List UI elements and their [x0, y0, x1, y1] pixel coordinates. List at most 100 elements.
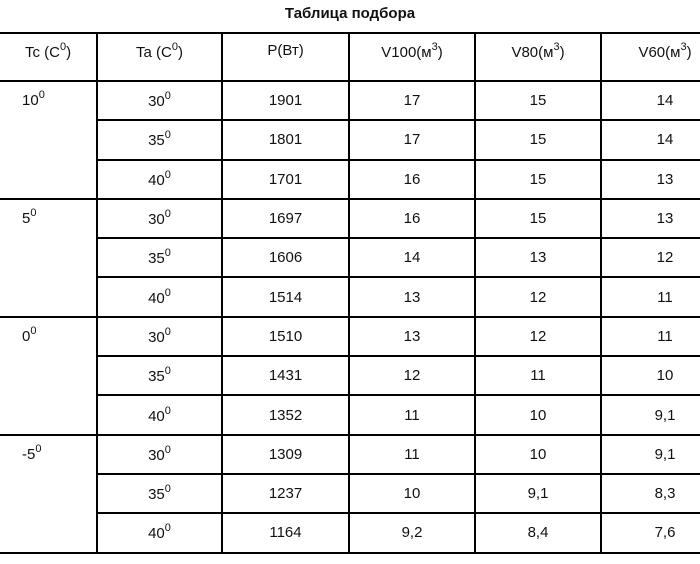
cell-value: 12 [529, 327, 547, 345]
tc-value: -5 [22, 445, 36, 463]
degree-superscript: 0 [164, 522, 171, 535]
table-row: 400 1701 16 15 13 [0, 158, 700, 200]
cell-value: 17 [403, 131, 421, 149]
cell-value: 8,3 [654, 485, 676, 503]
cell-value: 1352 [268, 406, 303, 424]
value-cell: 14 [600, 119, 700, 161]
cell-value: 1309 [268, 445, 303, 463]
value-cell: 1352 [221, 394, 350, 436]
cell-value: 1901 [268, 92, 303, 110]
cell-value: 12 [403, 367, 421, 385]
ta-cell: 350 [96, 355, 223, 397]
header-text: Ta (C [136, 44, 172, 61]
cell-value: 35 [148, 250, 165, 268]
value-cell: 12 [600, 237, 700, 279]
degree-superscript: 0 [38, 89, 45, 101]
cell-value: 30 [148, 211, 165, 229]
table-row: -50 300 1309 11 10 9,1 [0, 433, 700, 554]
value-cell: 11 [348, 433, 476, 475]
cell-value: 35 [148, 486, 165, 504]
header-row: Tc (C0) Ta (C0) P(Вт) V100(м3) V80(м3) V60(м3… [0, 32, 700, 82]
header-superscript: 0 [171, 41, 178, 53]
cell-value: 11 [530, 367, 546, 385]
value-cell: 13 [600, 158, 700, 200]
cell-value: 12 [529, 288, 547, 306]
cell-value: 9,1 [654, 406, 676, 424]
degree-superscript: 0 [164, 90, 171, 103]
header-superscript: 3 [431, 41, 438, 53]
table-row: 400 1164 9,2 8,4 7,6 [0, 512, 700, 554]
cell-value: 11 [404, 445, 420, 463]
table-row: 00 300 1510 13 12 11 [0, 315, 700, 436]
cell-value: 13 [656, 170, 674, 188]
value-cell: 16 [348, 158, 476, 200]
cell-value: 30 [148, 93, 165, 111]
cell-value: 1606 [268, 249, 303, 267]
header-tail: ) [437, 44, 443, 61]
cell-value: 16 [403, 210, 421, 228]
value-cell: 11 [600, 276, 700, 318]
degree-superscript: 0 [164, 208, 171, 221]
ta-cell: 300 [96, 315, 223, 358]
value-cell: 8,3 [600, 472, 700, 515]
cell-value: 1431 [268, 367, 303, 385]
value-cell: 10 [474, 433, 602, 475]
ta-cell: 300 [96, 433, 223, 475]
cell-value: 11 [657, 327, 673, 345]
column-header: P(Вт) [221, 32, 350, 82]
cell-value: 14 [403, 249, 421, 267]
cell-value: 15 [529, 210, 547, 228]
header-text: V80(м [511, 44, 554, 61]
degree-superscript: 0 [35, 442, 42, 455]
cell-value: 9,1 [527, 485, 549, 503]
cell-value: 13 [403, 288, 421, 306]
value-cell: 13 [348, 276, 476, 318]
value-cell: 13 [348, 315, 476, 358]
cell-value: 10 [529, 406, 547, 424]
value-cell: 10 [348, 472, 476, 515]
tc-cell: 50 [0, 197, 98, 318]
value-cell: 1801 [221, 119, 350, 161]
table-row: 350 1237 10 9,1 8,3 [0, 472, 700, 515]
cell-value: 1697 [268, 210, 303, 228]
value-cell: 17 [348, 79, 476, 122]
value-cell: 1510 [221, 315, 350, 358]
value-cell: 12 [474, 315, 602, 358]
column-header: V60(м3) [600, 32, 700, 82]
cell-value: 16 [403, 170, 421, 188]
degree-superscript: 0 [30, 206, 37, 219]
cell-value: 1510 [268, 327, 303, 345]
table-row: 350 1431 12 11 10 [0, 355, 700, 397]
value-cell: 17 [348, 119, 476, 161]
degree-superscript: 0 [164, 247, 171, 260]
value-cell: 9,1 [474, 472, 602, 515]
header-text: Tc (C [24, 44, 60, 61]
cell-value: 15 [529, 170, 547, 188]
cell-value: 11 [404, 406, 420, 424]
value-cell: 12 [474, 276, 602, 318]
value-cell: 1514 [221, 276, 350, 318]
cell-value: 15 [529, 92, 547, 110]
tc-cell: 00 [0, 315, 98, 436]
header-superscript: 3 [553, 41, 560, 53]
value-cell: 1309 [221, 433, 350, 475]
value-cell: 7,6 [600, 512, 700, 554]
value-cell: 9,1 [600, 433, 700, 475]
value-cell: 11 [348, 394, 476, 436]
table-row: 50 300 1697 16 15 13 [0, 197, 700, 318]
ta-cell: 350 [96, 237, 223, 279]
cell-value: 40 [148, 289, 165, 307]
header-tail: ) [686, 44, 692, 61]
header-text: V100(м [381, 44, 432, 61]
value-cell: 8,4 [474, 512, 602, 554]
tc-value: 0 [22, 327, 31, 345]
header-tail: ) [177, 44, 183, 61]
value-cell: 15 [474, 119, 602, 161]
table-row: 400 1352 11 10 9,1 [0, 394, 700, 436]
value-cell: 15 [474, 158, 602, 200]
value-cell: 13 [474, 237, 602, 279]
ta-cell: 400 [96, 394, 223, 436]
degree-superscript: 0 [164, 168, 171, 181]
degree-superscript: 0 [30, 324, 37, 337]
header-superscript: 3 [680, 41, 687, 53]
